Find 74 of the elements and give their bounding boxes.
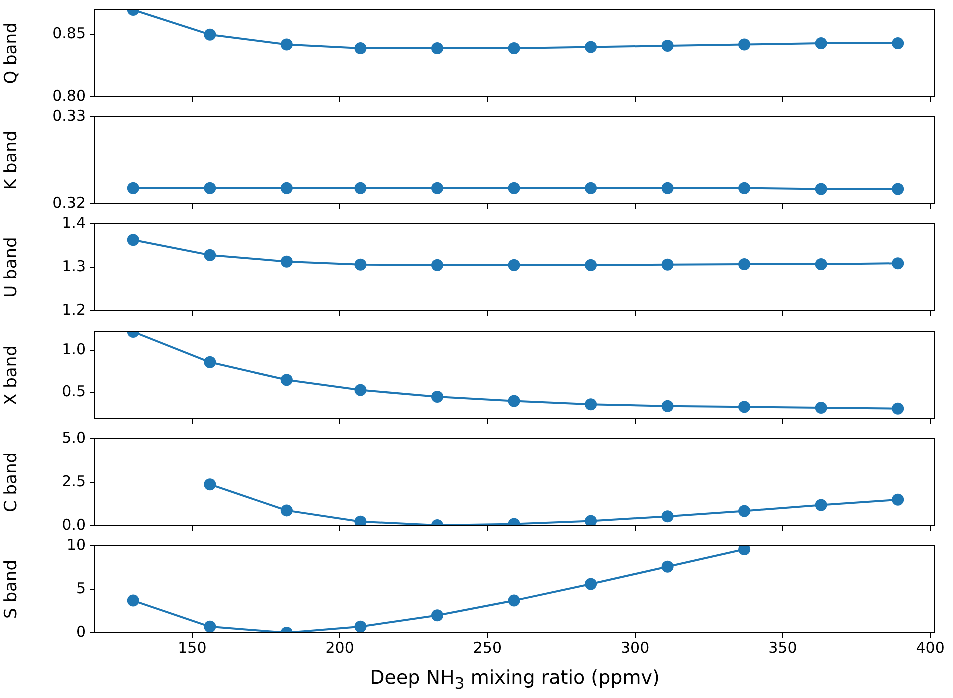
x-tick-label: 400 (916, 638, 945, 657)
point (431, 610, 444, 622)
point (892, 402, 904, 414)
y-axis-title: S band (2, 560, 22, 619)
point (662, 510, 674, 522)
y-tick-label: 1.0 (62, 340, 86, 358)
point (815, 499, 828, 512)
point (204, 28, 216, 41)
x-tick-label: 350 (768, 638, 798, 657)
point (354, 384, 367, 396)
y-tick-label: 0.33 (52, 107, 86, 126)
point (662, 40, 674, 52)
point (508, 594, 520, 607)
point (280, 256, 293, 268)
x-tick-label: 200 (326, 638, 354, 657)
y-tick-label: 1.3 (62, 258, 86, 276)
point (662, 560, 674, 573)
point (204, 478, 216, 490)
point (354, 516, 367, 526)
y-tick-label: 0.5 (62, 382, 86, 400)
x-axis-title: Deep NH$_{3}$ mixing ratio (ppmv) (370, 667, 660, 693)
point (815, 258, 828, 271)
y-tick-label: 0.0 (62, 516, 86, 534)
y-tick-label: 1.2 (62, 301, 86, 320)
point (280, 374, 293, 386)
y-tick-label: 0 (76, 622, 86, 641)
x-tick-label: 250 (473, 638, 502, 657)
point (431, 260, 444, 272)
point (280, 504, 293, 516)
point (815, 38, 828, 50)
point (738, 258, 751, 271)
point (585, 260, 598, 272)
point (508, 394, 520, 407)
point (204, 250, 216, 262)
point (662, 400, 674, 412)
y-tick-label: 0.80 (52, 86, 86, 105)
point (892, 38, 904, 50)
y-tick-label: 5 (76, 579, 86, 598)
point (508, 42, 520, 55)
point (204, 356, 216, 368)
point (508, 260, 520, 272)
y-tick-label: 2.5 (62, 472, 86, 490)
point (585, 578, 598, 590)
x-tick-label: 150 (178, 638, 207, 657)
point (738, 38, 751, 51)
point (204, 620, 216, 633)
point (585, 41, 598, 54)
y-tick-label: 0.85 (52, 24, 86, 43)
y-tick-label: 0.32 (52, 194, 86, 212)
point (280, 38, 293, 51)
point (127, 594, 140, 607)
point (431, 390, 444, 403)
point (585, 398, 598, 410)
point (127, 234, 140, 246)
point (354, 620, 367, 633)
point (354, 259, 367, 272)
y-axis-title: U band (2, 238, 22, 298)
point (738, 505, 751, 518)
x-tick-label: 300 (620, 638, 650, 657)
y-axis-title: K band (2, 131, 22, 190)
y-axis-title: C band (2, 452, 22, 512)
point (585, 515, 598, 526)
point (354, 42, 367, 55)
point (892, 494, 904, 506)
point (892, 258, 904, 270)
y-tick-label: 1.4 (62, 214, 86, 232)
point (815, 402, 828, 414)
point (738, 400, 751, 413)
y-tick-label: 5.0 (62, 428, 86, 447)
y-axis-title: Q band (2, 22, 22, 84)
point (431, 42, 444, 55)
y-tick-label: 10 (66, 536, 86, 554)
y-axis-title: X band (2, 345, 22, 406)
point (662, 259, 674, 272)
